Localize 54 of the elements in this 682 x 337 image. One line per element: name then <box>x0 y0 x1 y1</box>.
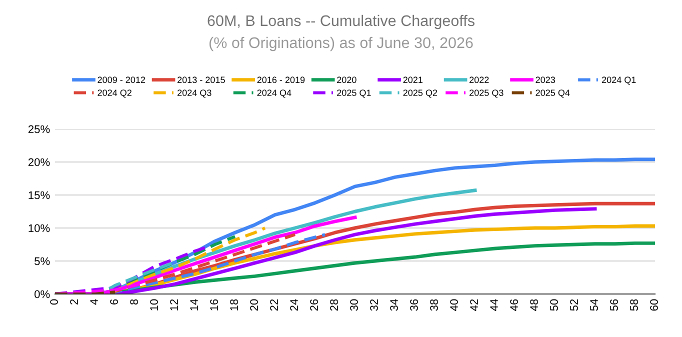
x-tick-label: 50 <box>550 299 558 311</box>
x-tick-label: 24 <box>290 299 298 311</box>
x-tick-label: 0 <box>50 299 58 305</box>
x-tick-label: 32 <box>370 299 378 311</box>
x-tick-label: 52 <box>570 299 578 311</box>
x-tick-label: 58 <box>630 299 638 311</box>
chart-title: 60M, B Loans -- Cumulative Chargeoffs <box>208 14 474 30</box>
x-tick-label: 20 <box>250 299 258 311</box>
legend-label: 2021 <box>403 76 423 84</box>
y-tick-label: 25% <box>28 125 50 134</box>
legend-label: 2024 Q3 <box>178 90 212 98</box>
legend-label: 2020 <box>337 76 356 84</box>
y-tick-label: 0% <box>34 290 50 298</box>
legend-label: 2025 Q2 <box>403 90 438 98</box>
y-tick-label: 10% <box>28 224 50 232</box>
x-tick-label: 46 <box>510 299 518 311</box>
x-tick-label: 8 <box>130 299 138 305</box>
x-tick-label: 14 <box>190 299 198 310</box>
x-tick-label: 56 <box>610 299 618 311</box>
x-tick-label: 34 <box>390 299 398 311</box>
x-tick-label: 18 <box>230 299 238 310</box>
x-tick-label: 44 <box>490 299 498 311</box>
x-tick-label: 38 <box>430 299 438 311</box>
y-tick-label: 20% <box>28 158 50 166</box>
x-tick-label: 48 <box>530 299 538 311</box>
legend-label: 2025 Q1 <box>337 90 371 98</box>
legend-label: 2013 - 2015 <box>178 76 225 84</box>
chart-subtitle: (% of Originations) as of June 30, 2026 <box>209 36 473 52</box>
legend-label: 2009 - 2012 <box>98 76 146 84</box>
x-tick-label: 28 <box>330 299 338 311</box>
x-tick-label: 36 <box>410 299 418 311</box>
legend-label: 2016 - 2019 <box>257 76 305 84</box>
x-tick-label: 54 <box>590 299 598 311</box>
legend-label: 2024 Q4 <box>257 90 292 98</box>
x-tick-label: 10 <box>150 299 158 310</box>
legend-label: 2025 Q4 <box>536 90 570 98</box>
y-tick-label: 15% <box>28 191 50 200</box>
legend-label: 2023 <box>536 76 556 84</box>
x-tick-label: 6 <box>110 299 118 304</box>
x-tick-label: 16 <box>210 299 218 310</box>
legend-label: 2024 Q2 <box>98 90 132 98</box>
legend-label: 2024 Q1 <box>602 76 636 85</box>
x-tick-label: 42 <box>470 299 478 311</box>
x-tick-label: 60 <box>650 299 658 311</box>
x-tick-label: 30 <box>350 299 358 311</box>
x-tick-label: 40 <box>450 299 458 311</box>
x-tick-label: 12 <box>170 299 178 310</box>
x-tick-label: 4 <box>90 299 98 305</box>
legend-label: 2022 <box>470 76 489 84</box>
x-tick-label: 26 <box>310 299 318 311</box>
x-tick-label: 22 <box>270 299 278 311</box>
legend-label: 2025 Q3 <box>470 90 504 98</box>
y-tick-label: 5% <box>34 257 50 266</box>
x-tick-label: 2 <box>70 299 78 304</box>
